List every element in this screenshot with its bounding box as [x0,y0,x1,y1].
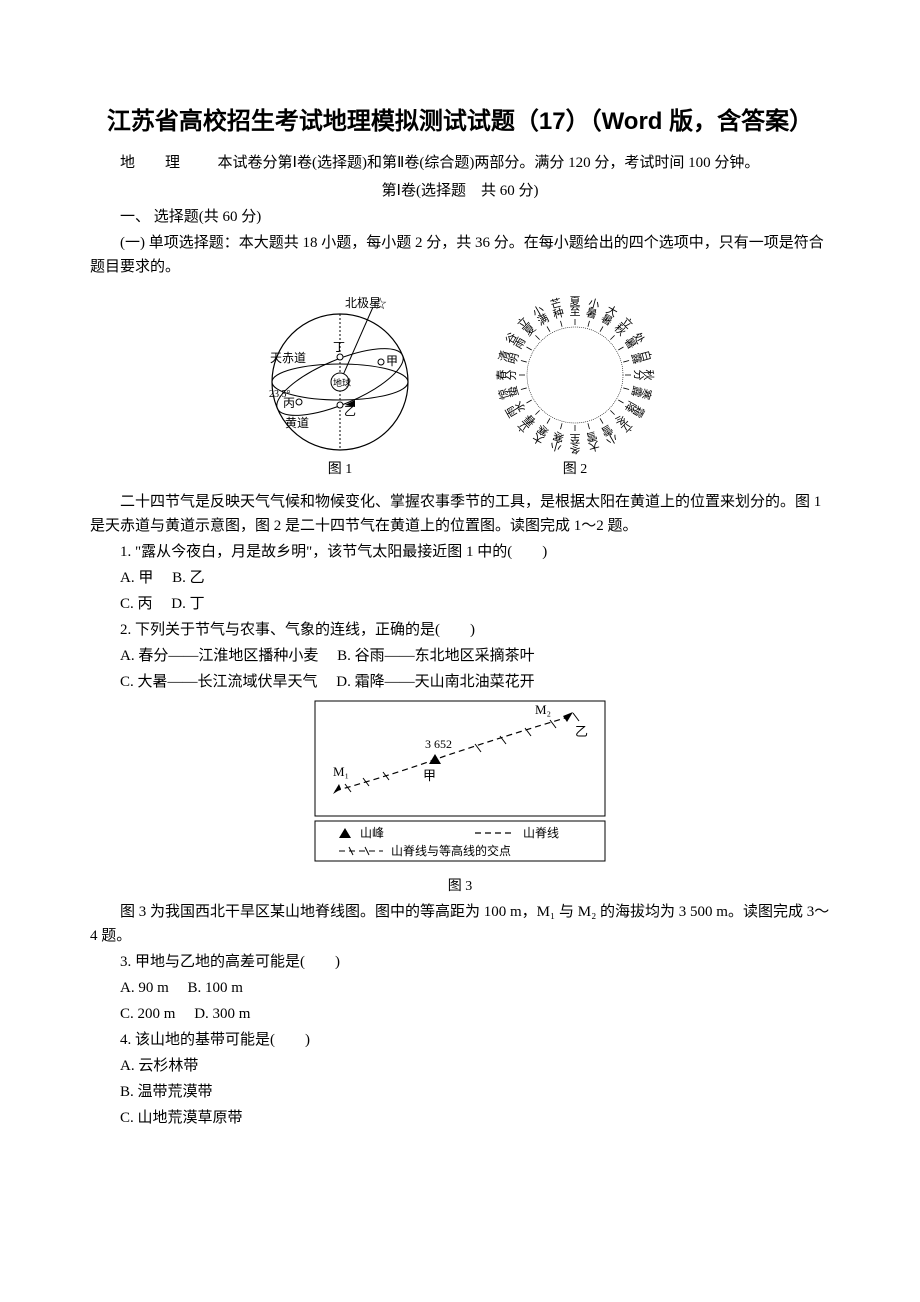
q3-opt-a: A. 90 m [120,980,169,996]
celestial-sphere-diagram: ☆ 地球 甲 丁 丙 乙 北极星 天赤道 黄道 23.5° [245,287,435,457]
yi-label: 乙 [575,724,588,739]
q2-options-ab: A. 春分——江淮地区播种小麦 B. 谷雨——东北地区采摘茶叶 [90,644,830,668]
solar-term-label: 冬至 [570,432,581,456]
elev-label: 3 652 [425,737,452,751]
q4-opt-c: C. 山地荒漠草原带 [90,1106,830,1130]
solar-term-label: 芒种 [549,296,566,321]
solar-term-label: 处暑 [622,330,647,351]
m1-label: M₁ [333,764,349,779]
q2-stem: 2. 下列关于节气与农事、气象的连线，正确的是( ) [90,618,830,642]
solar-term-label: 夏至 [570,295,581,318]
q3-opt-b: B. 100 m [188,980,243,996]
angle-label: 23.5° [269,389,291,400]
q1-opt-a: A. 甲 [120,570,153,586]
subsection1-heading: (一) 单项选择题：本大题共 18 小题，每小题 2 分，共 36 分。在每小题… [90,231,830,279]
solar-terms-diagram: 春分清明谷雨立夏小满芒种夏至小暑大暑立秋处暑白露秋分寒露霜降立冬小雪大雪冬至小寒… [475,287,675,457]
q4-opt-b: B. 温带荒漠带 [90,1080,830,1104]
fig3-caption: 图 3 [90,876,830,898]
m2-label: M₂ [535,702,551,717]
solar-term-label: 小暑 [584,296,601,321]
q2-opt-c: C. 大暑——长江流域伏旱天气 [120,674,318,690]
solar-term-label: 秋分 [632,370,656,381]
q2-opt-d: D. 霜降——天山南北油菜花开 [336,674,534,690]
ridge-line-diagram: 3 652 甲 乙 M₁ M₂ 山峰 山脊线 山脊线与等高线的交点 [305,696,615,866]
fig1-caption: 图 1 [328,459,353,481]
figure-3-block: 3 652 甲 乙 M₁ M₂ 山峰 山脊线 山脊线与等高线的交点 图 3 [90,696,830,898]
q1-opt-b: B. 乙 [172,570,205,586]
solar-term-label: 清明 [496,349,521,366]
q1-options-cd: C. 丙 D. 丁 [90,592,830,616]
solar-term-label: 雨水 [504,399,529,420]
figure-1: ☆ 地球 甲 丁 丙 乙 北极星 天赤道 黄道 23.5° 图 1 [245,287,435,481]
polaris-label: 北极星 [345,296,381,310]
q1-stem: 1. "露从今夜白，月是故乡明"，该节气太阳最接近图 1 中的( ) [90,540,830,564]
solar-term-label: 白露 [629,349,655,366]
legend-peak: 山峰 [360,826,384,840]
q1-options-ab: A. 甲 B. 乙 [90,566,830,590]
solar-term-label: 惊蛰 [495,385,521,402]
figures-row-1: ☆ 地球 甲 丁 丙 乙 北极星 天赤道 黄道 23.5° 图 1 春分清明谷雨… [90,287,830,481]
earth-label: 地球 [333,377,351,388]
document-title: 江苏省高校招生考试地理模拟测试试题（17）（Word 版，含答案） [90,100,830,143]
ecliptic-label: 黄道 [285,416,309,430]
q2-options-cd: C. 大暑——长江流域伏旱天气 D. 霜降——天山南北油菜花开 [90,670,830,694]
q2-opt-a: A. 春分——江淮地区播种小麦 [120,648,318,664]
figure-2: 春分清明谷雨立夏小满芒种夏至小暑大暑立秋处暑白露秋分寒露霜降立冬小雪大雪冬至小寒… [475,287,675,481]
q3-stem: 3. 甲地与乙地的高差可能是( ) [90,950,830,974]
subject-desc: 本试卷分第Ⅰ卷(选择题)和第Ⅱ卷(综合题)两部分。满分 120 分，考试时间 1… [218,155,760,171]
q3-opt-c: C. 200 m [120,1006,175,1022]
passage-1: 二十四节气是反映天气气候和物候变化、掌握农事季节的工具，是根据太阳在黄道上的位置… [90,490,830,538]
passage-2: 图 3 为我国西北干旱区某山地脊线图。图中的等高距为 100 m，M₁ 与 M₂… [90,900,830,948]
legend-intersect: 山脊线与等高线的交点 [391,843,511,858]
solar-term-label: 小寒 [549,429,566,454]
q2-opt-b: B. 谷雨——东北地区采摘茶叶 [337,648,535,664]
q3-options-cd: C. 200 m D. 300 m [90,1002,830,1026]
solar-term-label: 大雪 [584,429,601,455]
q1-opt-d: D. 丁 [171,596,204,612]
solar-term-label: 寒露 [629,385,655,402]
q4-opt-a: A. 云杉林带 [90,1054,830,1078]
point-ding-label: 丁 [333,340,345,354]
q3-opt-d: D. 300 m [194,1006,250,1022]
q3-options-ab: A. 90 m B. 100 m [90,976,830,1000]
q4-stem: 4. 该山地的基带可能是( ) [90,1028,830,1052]
equator-label: 天赤道 [270,351,306,365]
part1-heading: 第Ⅰ卷(选择题 共 60 分) [90,179,830,203]
section1-heading: 一、 选择题(共 60 分) [90,205,830,229]
solar-term-label: 小满 [530,303,551,328]
point-jia-label: 甲 [386,354,398,368]
subject-line: 地 理 本试卷分第Ⅰ卷(选择题)和第Ⅱ卷(综合题)两部分。满分 120 分，考试… [90,151,830,175]
solar-term-label: 小雪 [599,422,620,447]
fig2-caption: 图 2 [563,459,588,481]
solar-term-label: 春分 [495,370,518,381]
legend-ridge: 山脊线 [523,826,559,840]
q1-opt-c: C. 丙 [120,596,153,612]
jia-label: 甲 [423,768,436,783]
subject-label: 地 理 [120,155,180,171]
